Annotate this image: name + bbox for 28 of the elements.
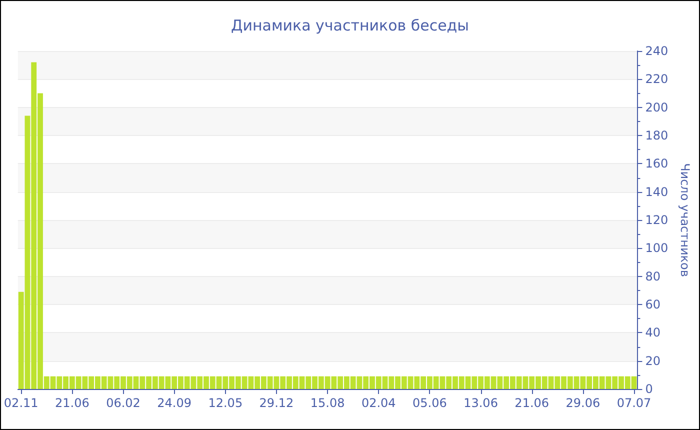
x-tick-label: 21.06 (54, 396, 90, 410)
y-tick-label: 80 (645, 269, 660, 284)
y-tick-label: 220 (645, 72, 668, 86)
y-tick-label: 200 (645, 100, 668, 114)
x-tick-label: 13.06 (464, 396, 498, 410)
y-tick-label: 60 (645, 298, 660, 312)
x-tick-label: 24.09 (157, 396, 192, 410)
y-tick-label: 240 (645, 44, 668, 58)
y-tick-label: 40 (645, 326, 660, 340)
x-tick-label: 07.07 (616, 396, 652, 410)
y-tick-label: 20 (645, 354, 660, 368)
x-tick-label: 15.08 (310, 396, 345, 410)
x-tick-label: 02.11 (4, 396, 38, 410)
y-axis-title: Число участников (678, 163, 692, 277)
x-tick-label: 29.06 (566, 396, 600, 410)
chart-title: Динамика участников беседы (230, 16, 470, 34)
y-tick-label: 120 (645, 213, 668, 227)
x-tick-label: 06.02 (106, 396, 140, 410)
y-tick-label: 180 (645, 128, 668, 142)
x-tick-label: 02.04 (361, 396, 396, 410)
x-tick-label: 29.12 (259, 396, 294, 410)
x-tick-label: 21.06 (514, 396, 550, 410)
y-tick-label: 0 (645, 382, 653, 396)
x-tick-label: 05.06 (412, 396, 447, 410)
y-tick-label: 140 (645, 184, 668, 199)
y-tick-label: 100 (645, 241, 668, 256)
y-tick-label: 160 (645, 156, 668, 171)
x-tick-label: 12.05 (208, 396, 243, 410)
